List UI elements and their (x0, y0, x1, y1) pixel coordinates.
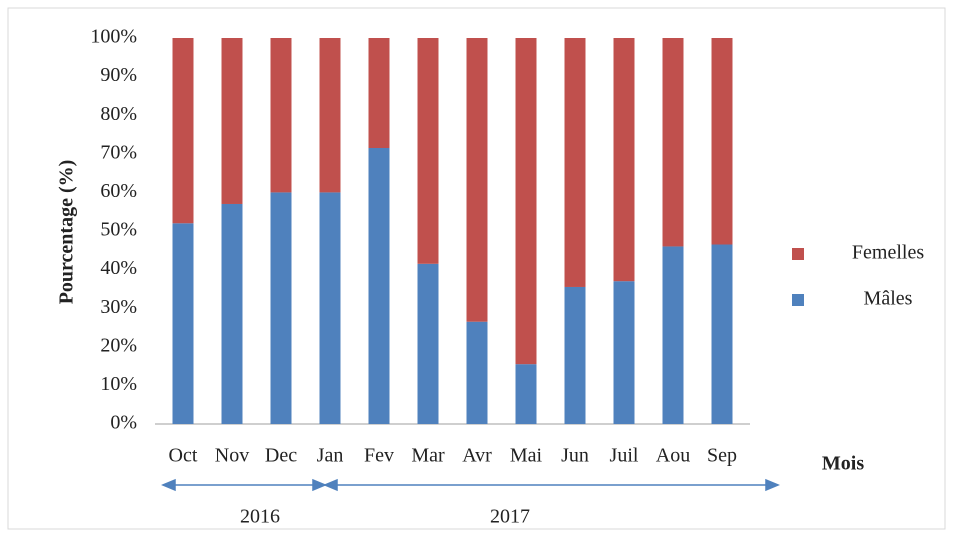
bar-segment (172, 223, 194, 424)
y-tick-label: 80% (100, 103, 137, 125)
bar-segment (417, 263, 439, 424)
year-label: 2017 (490, 506, 530, 528)
legend-label: Mâles (864, 288, 913, 310)
x-tick-label: Oct (169, 445, 198, 467)
bar-segment (466, 321, 488, 424)
y-tick-label: 70% (100, 141, 137, 163)
bar-segment (270, 38, 292, 193)
x-tick-label: Avr (462, 445, 492, 467)
y-tick-label: 50% (100, 219, 137, 241)
x-tick-label: Jun (561, 445, 589, 467)
bar-segment (662, 38, 684, 247)
bar-segment (662, 246, 684, 424)
y-tick-label: 40% (100, 257, 137, 279)
legend-swatch (792, 294, 804, 306)
x-tick-label: Mai (510, 445, 543, 467)
bar-segment (466, 38, 488, 322)
year-arrows (161, 478, 780, 492)
x-tick-label: Juil (610, 445, 639, 467)
arrow-head (312, 478, 327, 492)
y-tick-label: 60% (100, 180, 137, 202)
x-tick-label: Fev (364, 445, 394, 467)
bar-segment (564, 286, 586, 424)
bar-segment (270, 192, 292, 424)
y-tick-label: 30% (100, 296, 137, 318)
legend-swatch (792, 248, 804, 260)
year-label: 2016 (240, 506, 280, 528)
x-tick-label: Dec (265, 445, 297, 467)
arrow-head (765, 478, 780, 492)
bar-segment (711, 38, 733, 245)
y-tick-label: 90% (100, 64, 137, 86)
x-axis-label: Mois (822, 453, 864, 475)
bar-segment (368, 148, 390, 424)
x-tick-label: Jan (317, 445, 344, 467)
bar-segment (368, 38, 390, 149)
bar-segment (319, 192, 341, 424)
y-tick-label: 20% (100, 334, 137, 356)
bar-segment (515, 38, 537, 365)
x-tick-label: Mar (411, 445, 445, 467)
bar-segment (172, 38, 194, 224)
arrow-head (323, 478, 338, 492)
x-tick-label: Aou (656, 445, 690, 467)
y-tick-label: 10% (100, 373, 137, 395)
bar-segment (711, 244, 733, 424)
bar-segment (221, 38, 243, 204)
bar-segment (417, 38, 439, 264)
legend-label: Femelles (852, 242, 924, 264)
y-axis-label: Pourcentage (%) (56, 160, 78, 305)
arrow-head (161, 478, 176, 492)
bar-segment (564, 38, 586, 287)
x-tick-label: Nov (215, 445, 249, 467)
y-tick-label: 100% (90, 26, 137, 48)
bar-segment (613, 281, 635, 424)
bar-segment (319, 38, 341, 193)
x-tick-label: Sep (707, 445, 737, 467)
y-tick-label: 0% (110, 412, 137, 434)
bar-segment (613, 38, 635, 282)
bar-segment (221, 203, 243, 424)
bar-segment (515, 364, 537, 424)
